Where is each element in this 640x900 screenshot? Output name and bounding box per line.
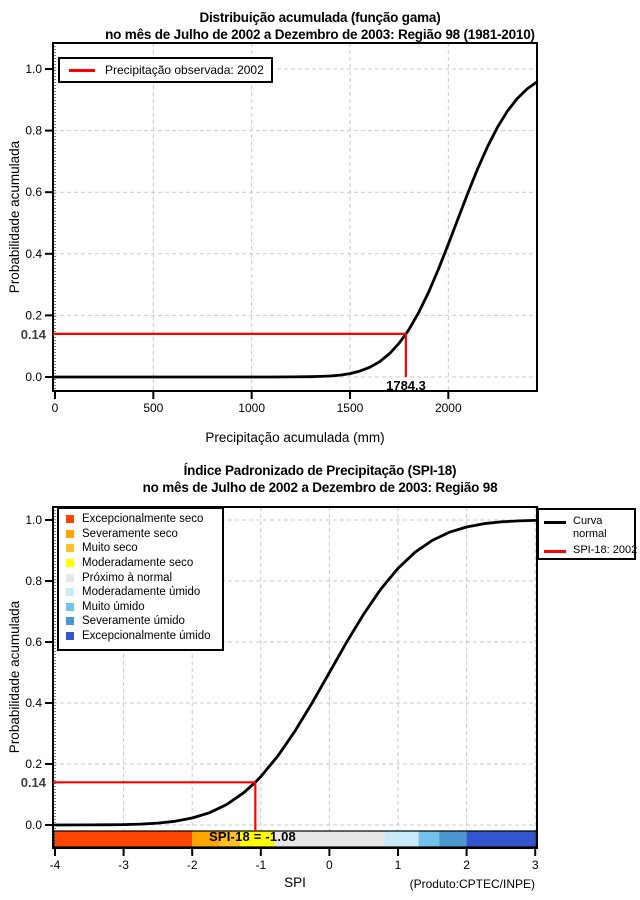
spi-bar-segment [466, 831, 536, 847]
x-tick-label: 1 [395, 858, 402, 872]
category-legend-item: Muito úmido [59, 600, 222, 615]
spi-bar-segment [192, 831, 220, 847]
spi-bar-segment [439, 831, 467, 847]
gamma-cdf-plot: 0 500 1000 1500 2000 0.0 0.2 0.4 0.6 0.8 1.0 [25, 42, 539, 415]
y-tick-label: 0.0 [25, 370, 42, 384]
category-color-marker [66, 544, 74, 553]
top-chart-subtitle: no mês de Julho de 2002 a Dezembro de 20… [105, 27, 535, 42]
x-tick-label: 2 [463, 858, 470, 872]
category-label: Excepcionalmente úmido [82, 630, 211, 643]
x-tick-label: -1 [255, 858, 266, 872]
x-tick-label: -3 [118, 858, 129, 872]
cdf-curve [53, 519, 537, 827]
category-label: Severamente seco [82, 527, 178, 540]
category-legend-item: Próximo à normal [59, 570, 222, 585]
category-color-marker [66, 573, 74, 582]
normal-curve-line-sample [544, 521, 566, 524]
gamma-cdf-chart: 0 500 1000 1500 2000 0.0 0.2 0.4 0.6 0.8 1.0 Distr… [7, 10, 539, 445]
legend-entry-spi-2002: SPI-18: 2002 [539, 544, 638, 557]
x-tick-label: 0 [326, 858, 333, 872]
category-label: Moderadamente úmido [82, 586, 201, 599]
category-legend-item: Moderadamente seco [59, 556, 222, 571]
category-color-marker [66, 602, 74, 611]
spi-bar-segment [384, 831, 419, 847]
top-legend-box: Precipitação observada: 2002 [58, 57, 273, 83]
spi-legend-label: SPI-18: 2002 [573, 544, 638, 556]
category-legend-item: Severamente seco [59, 527, 222, 542]
bottom-highlight-probability-label: 0.14 [20, 775, 46, 790]
spi-line-sample [544, 550, 566, 553]
category-color-marker [66, 559, 74, 568]
spi-bar-segment [240, 831, 275, 847]
bottom-legend-box: Curva normal SPI-18: 2002 [537, 508, 638, 560]
y-tick-label: 0.8 [25, 574, 42, 588]
y-tick-label: 0.8 [25, 124, 42, 138]
category-color-marker [66, 632, 74, 641]
bottom-chart-subtitle: no mês de Julho de 2002 a Dezembro de 20… [142, 480, 498, 495]
spi-bar-segment [274, 831, 385, 847]
x-tick-label: 1000 [238, 401, 265, 415]
y-tick-label: 0.4 [25, 247, 42, 261]
category-color-marker [66, 515, 74, 524]
category-label: Muito seco [82, 542, 138, 555]
normal-curve-legend-label: Curva normal [573, 515, 607, 540]
legend-entry-normal-curve: Curva normal [539, 515, 634, 541]
category-legend-item: Severamente úmido [59, 614, 222, 629]
x-tick-label: 2000 [435, 401, 462, 415]
spi-value-annotation: SPI-18 = -1.08 [209, 829, 296, 844]
top-legend-label: Precipitação observada: 2002 [105, 63, 264, 77]
spi-bar-segment [418, 831, 440, 847]
category-color-marker [66, 529, 74, 538]
category-legend-item: Moderadamente úmido [59, 585, 222, 600]
y-tick-label: 0.2 [25, 757, 42, 771]
top-x-axis-title: Precipitação acumulada (mm) [205, 430, 385, 445]
category-label: Muito úmido [82, 600, 145, 613]
spi-cdf-chart: -4 -3 -2 -1 0 1 2 3 0.0 0.2 0.4 0.6 0.8 1.0 Índice Pa… [0, 455, 640, 900]
producer-credit: (Produto:CPTEC/INPE) [409, 877, 535, 891]
x-tick-label: 500 [143, 401, 163, 415]
spi-cdf-plot: -4 -3 -2 -1 0 1 2 3 0.0 0.2 0.4 0.6 0.8 1.0 [25, 506, 539, 872]
category-label: Próximo à normal [82, 571, 173, 584]
category-label: Severamente úmido [82, 615, 185, 628]
spi-bar-segment [219, 831, 241, 847]
top-highlight-x-value-label: 1784.3 [386, 378, 426, 393]
plot-border [52, 506, 538, 849]
y-tick-label: 1.0 [25, 62, 42, 76]
y-tick-label: 1.0 [25, 513, 42, 527]
spi-category-legend: Excepcionalmente seco Severamente seco Mui… [57, 507, 224, 651]
category-label: Excepcionalmente seco [82, 513, 204, 526]
y-tick-label: 0.6 [25, 185, 42, 199]
category-legend-item: Muito seco [59, 541, 222, 556]
top-chart-title: Distribuição acumulada (função gama) [199, 10, 441, 25]
plot-border [52, 42, 538, 392]
top-y-axis-title: Probabilidade acumulada [7, 140, 22, 294]
y-tick-label: 0.6 [25, 635, 42, 649]
category-color-marker [66, 617, 74, 626]
category-color-marker [66, 588, 74, 597]
x-tick-label: -4 [50, 858, 61, 872]
observed-line-sample [69, 68, 95, 72]
x-tick-label: 1500 [337, 401, 364, 415]
top-highlight-probability-label: 0.14 [20, 327, 46, 342]
category-legend-item: Excepcionalmente úmido [59, 629, 222, 644]
y-tick-label: 0.2 [25, 308, 42, 322]
y-tick-label: 0.4 [25, 696, 42, 710]
bottom-chart-title: Índice Padronizado de Precipitação (SPI-… [183, 463, 457, 478]
spi-bar-segment [55, 831, 193, 847]
x-tick-label: -2 [187, 858, 198, 872]
cdf-curve [53, 80, 539, 379]
x-tick-label: 0 [52, 401, 59, 415]
bottom-x-axis-title: SPI [284, 875, 306, 890]
y-tick-label: 0.0 [25, 818, 42, 832]
x-tick-label: 3 [532, 858, 539, 872]
category-legend-item: Excepcionalmente seco [59, 512, 222, 527]
category-label: Moderadamente seco [82, 557, 194, 570]
